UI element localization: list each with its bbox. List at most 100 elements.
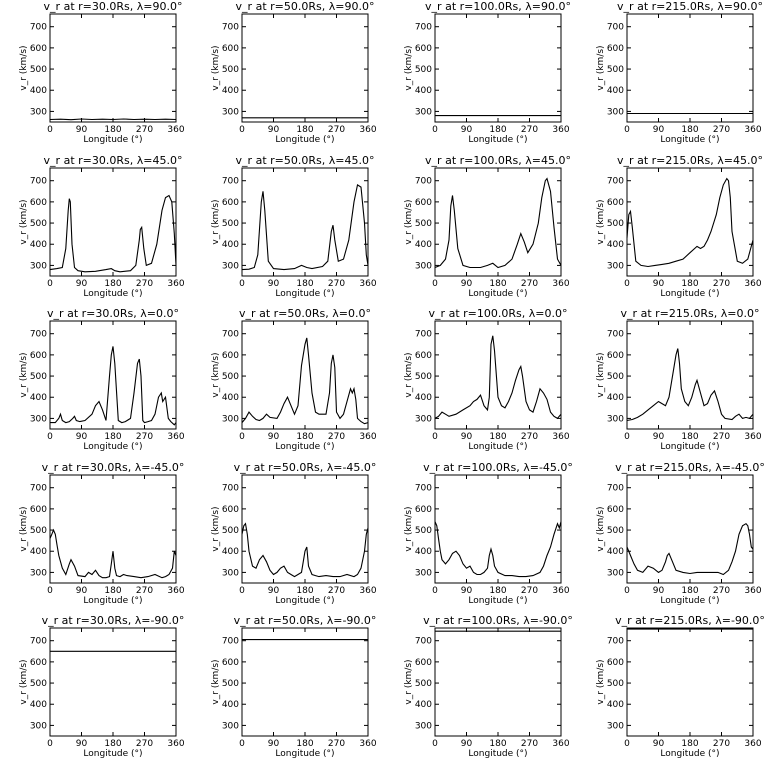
subplot-2-3: v_r at r=100.0Rs, λ=45.0° 0 90 180 270 360 300… [404, 154, 571, 299]
y-tick-label: 400 [222, 393, 239, 403]
x-tick-label: 270 [136, 432, 153, 442]
x-tick-label: 270 [713, 125, 730, 135]
x-tick-label: 270 [328, 279, 345, 289]
subplot-title: v_r at r=100.0Rs, λ=45.0° [425, 154, 571, 167]
x-axis-label: Longitude (°) [660, 596, 719, 606]
x-tick-label: 0 [624, 432, 630, 442]
y-tick-label: 700 [222, 637, 239, 647]
y-tick-label: 600 [607, 351, 624, 361]
y-axis-label: v_r (km/s) [404, 352, 414, 397]
x-tick-label: 90 [76, 279, 88, 289]
y-tick-label: 400 [222, 700, 239, 710]
x-tick-label: 270 [521, 125, 538, 135]
x-tick-label: 0 [432, 432, 438, 442]
x-tick-label: 90 [461, 432, 473, 442]
y-tick-label: 600 [607, 658, 624, 668]
y-axis-label: v_r (km/s) [596, 506, 606, 551]
x-tick-label: 90 [76, 432, 88, 442]
y-tick-label: 300 [607, 107, 624, 117]
y-tick-label: 400 [30, 393, 47, 403]
series-line [241, 522, 369, 578]
plot-frame [241, 167, 369, 277]
y-tick-label: 700 [222, 330, 239, 340]
x-tick-label: 180 [489, 279, 506, 289]
y-tick-label: 700 [415, 23, 432, 33]
subplot-5-1: v_r at r=30.0Rs, λ=-90.0° 0 90 180 270 360 300… [19, 614, 185, 759]
plot-frame [49, 320, 177, 430]
y-tick-label: 500 [607, 526, 624, 536]
x-tick-label: 180 [489, 739, 506, 749]
subplot-title: v_r at r=215.0Rs, λ=-45.0° [615, 461, 765, 474]
y-tick-label: 600 [222, 658, 239, 668]
x-tick-label: 180 [681, 432, 698, 442]
y-axis-label: v_r (km/s) [211, 659, 221, 704]
x-tick-label: 90 [268, 279, 280, 289]
y-axis-label: v_r (km/s) [19, 352, 29, 397]
x-tick-label: 270 [713, 432, 730, 442]
y-tick-label: 700 [30, 177, 47, 187]
y-axis-label: v_r (km/s) [19, 659, 29, 704]
y-tick-label: 600 [415, 658, 432, 668]
subplot-1-4: v_r at r=215.0Rs, λ=90.0° 0 90 180 270 360 300… [596, 0, 763, 145]
y-tick-label: 300 [222, 721, 239, 731]
subplot-title: v_r at r=30.0Rs, λ=45.0° [44, 154, 183, 167]
subplot-4-4: v_r at r=215.0Rs, λ=-45.0° 0 90 180 270 360 30… [596, 461, 765, 606]
y-tick-label: 700 [607, 330, 624, 340]
x-axis-label: Longitude (°) [83, 289, 142, 299]
y-tick-label: 300 [30, 414, 47, 424]
y-tick-label: 700 [30, 637, 47, 647]
x-tick-label: 180 [489, 125, 506, 135]
x-axis-label: Longitude (°) [660, 749, 719, 759]
x-tick-label: 90 [461, 125, 473, 135]
x-tick-label: 360 [552, 279, 569, 289]
subplot-5-3: v_r at r=100.0Rs, λ=-90.0° 0 90 180 270 360 30… [404, 614, 573, 759]
y-tick-label: 600 [222, 198, 239, 208]
x-tick-label: 360 [167, 125, 184, 135]
x-tick-label: 90 [268, 432, 280, 442]
y-tick-label: 400 [607, 393, 624, 403]
subplot-5-4: v_r at r=215.0Rs, λ=-90.0° 0 90 180 270 360 30… [596, 614, 765, 759]
x-axis-label: Longitude (°) [275, 289, 334, 299]
y-tick-label: 600 [415, 505, 432, 515]
y-tick-label: 300 [607, 261, 624, 271]
x-axis-label: Longitude (°) [83, 135, 142, 145]
series-line [626, 177, 754, 268]
y-tick-label: 400 [30, 86, 47, 96]
x-tick-label: 360 [167, 586, 184, 596]
y-tick-label: 400 [607, 86, 624, 96]
y-tick-label: 600 [222, 505, 239, 515]
subplot-title: v_r at r=50.0Rs, λ=90.0° [236, 0, 375, 13]
x-tick-label: 0 [432, 586, 438, 596]
y-axis-label: v_r (km/s) [404, 506, 414, 551]
plot-frame [434, 167, 562, 277]
x-tick-label: 90 [653, 586, 665, 596]
plot-frame [49, 167, 177, 277]
x-tick-label: 360 [744, 432, 761, 442]
y-tick-label: 400 [222, 547, 239, 557]
plot-frame [49, 627, 177, 737]
series-line [49, 118, 177, 121]
y-tick-label: 600 [607, 44, 624, 54]
x-tick-label: 0 [47, 125, 53, 135]
y-axis-label: v_r (km/s) [596, 45, 606, 90]
x-tick-label: 90 [653, 432, 665, 442]
x-tick-label: 90 [76, 739, 88, 749]
y-tick-label: 500 [607, 219, 624, 229]
y-tick-label: 300 [415, 107, 432, 117]
subplot-3-4: v_r at r=215.0Rs, λ=0.0° 0 90 180 270 360 300 4… [596, 307, 762, 452]
x-tick-label: 270 [328, 125, 345, 135]
x-axis-label: Longitude (°) [468, 289, 527, 299]
x-tick-label: 180 [681, 125, 698, 135]
y-tick-label: 400 [607, 547, 624, 557]
y-tick-label: 300 [415, 568, 432, 578]
y-tick-label: 500 [30, 372, 47, 382]
y-tick-label: 300 [415, 261, 432, 271]
series-line [626, 522, 754, 576]
subplot-2-2: v_r at r=50.0Rs, λ=45.0° 0 90 180 270 360 300 4… [211, 154, 377, 299]
x-axis-label: Longitude (°) [468, 749, 527, 759]
x-tick-label: 180 [104, 279, 121, 289]
y-tick-label: 500 [222, 526, 239, 536]
subplot-title: v_r at r=100.0Rs, λ=0.0° [429, 307, 568, 320]
series-line [434, 335, 562, 420]
x-tick-label: 0 [47, 586, 53, 596]
